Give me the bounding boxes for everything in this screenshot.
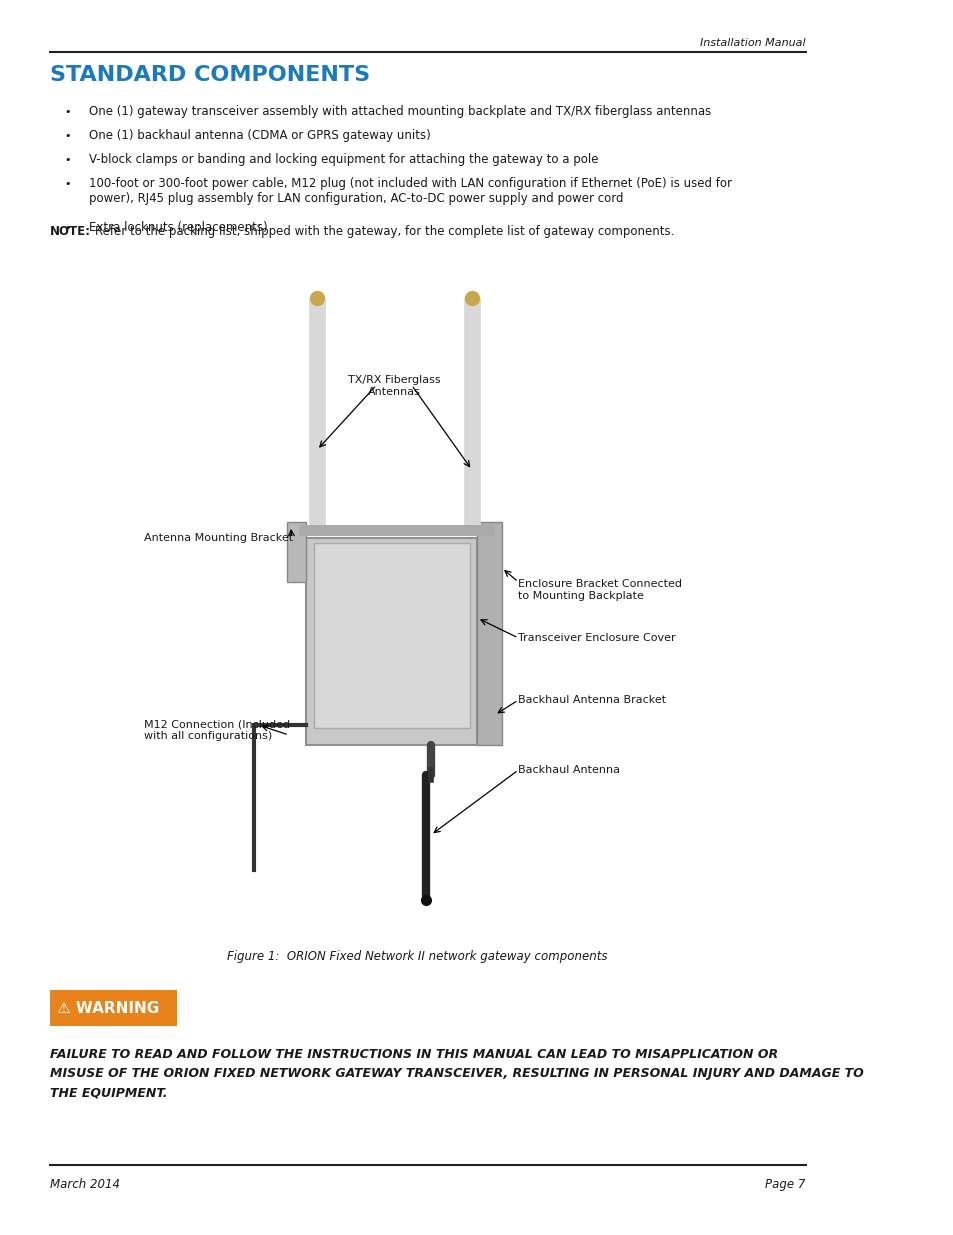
Text: •: • bbox=[64, 107, 71, 117]
Text: •: • bbox=[64, 179, 71, 189]
Text: M12 Connection (Included
with all configurations): M12 Connection (Included with all config… bbox=[144, 719, 291, 741]
Text: Page 7: Page 7 bbox=[764, 1178, 804, 1191]
Text: •: • bbox=[64, 156, 71, 165]
Text: Extra locknuts (replacements): Extra locknuts (replacements) bbox=[90, 221, 268, 233]
FancyBboxPatch shape bbox=[306, 538, 476, 745]
Text: Backhaul Antenna: Backhaul Antenna bbox=[517, 764, 619, 776]
Text: FAILURE TO READ AND FOLLOW THE INSTRUCTIONS IN THIS MANUAL CAN LEAD TO MISAPPLIC: FAILURE TO READ AND FOLLOW THE INSTRUCTI… bbox=[50, 1049, 862, 1099]
Text: STANDARD COMPONENTS: STANDARD COMPONENTS bbox=[50, 65, 370, 85]
Text: Enclosure Bracket Connected
to Mounting Backplate: Enclosure Bracket Connected to Mounting … bbox=[517, 579, 681, 600]
Text: •: • bbox=[64, 131, 71, 141]
Text: Figure 1:  ORION Fixed Network II network gateway components: Figure 1: ORION Fixed Network II network… bbox=[227, 950, 607, 963]
Text: NOTE:: NOTE: bbox=[50, 225, 91, 238]
Text: One (1) gateway transceiver assembly with attached mounting backplate and TX/RX : One (1) gateway transceiver assembly wit… bbox=[90, 105, 711, 119]
Text: Antenna Mounting Bracket: Antenna Mounting Bracket bbox=[144, 534, 294, 543]
Text: Backhaul Antenna Bracket: Backhaul Antenna Bracket bbox=[517, 695, 666, 705]
Text: V-block clamps or banding and locking equipment for attaching the gateway to a p: V-block clamps or banding and locking eq… bbox=[90, 153, 598, 165]
Text: Refer to the packing list, shipped with the gateway, for the complete list of ga: Refer to the packing list, shipped with … bbox=[95, 225, 674, 238]
Text: One (1) backhaul antenna (CDMA or GPRS gateway units): One (1) backhaul antenna (CDMA or GPRS g… bbox=[90, 128, 431, 142]
FancyBboxPatch shape bbox=[287, 522, 306, 582]
Text: Installation Manual: Installation Manual bbox=[700, 38, 804, 48]
FancyBboxPatch shape bbox=[314, 543, 470, 727]
Text: March 2014: March 2014 bbox=[50, 1178, 120, 1191]
Text: Transceiver Enclosure Cover: Transceiver Enclosure Cover bbox=[517, 634, 676, 643]
Text: 100-foot or 300-foot power cable, M12 plug (not included with LAN configuration : 100-foot or 300-foot power cable, M12 pl… bbox=[90, 177, 732, 205]
Text: ⚠ WARNING: ⚠ WARNING bbox=[57, 1000, 159, 1015]
Text: •: • bbox=[64, 224, 71, 233]
Text: TX/RX Fiberglass
Antennas: TX/RX Fiberglass Antennas bbox=[348, 375, 440, 396]
FancyBboxPatch shape bbox=[476, 522, 501, 745]
FancyBboxPatch shape bbox=[50, 990, 176, 1026]
